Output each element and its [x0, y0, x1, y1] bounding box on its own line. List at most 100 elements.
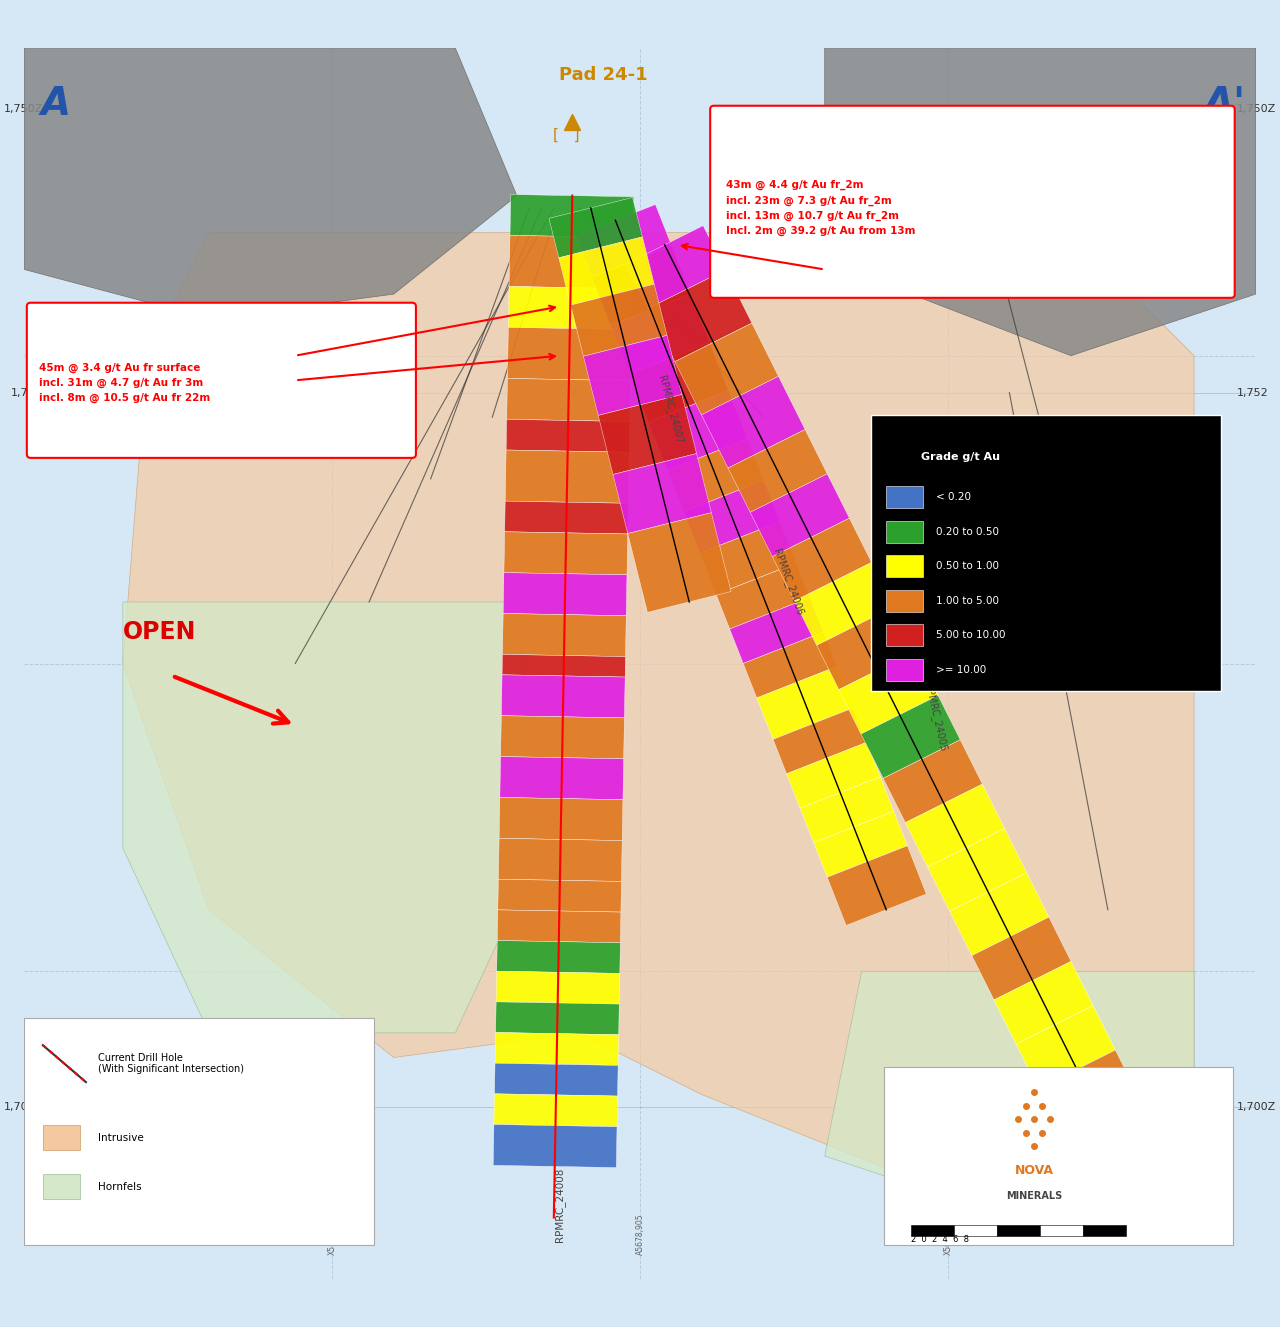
Polygon shape [630, 342, 728, 422]
Text: X556,705: X556,705 [328, 1218, 337, 1254]
Text: 1,750Z: 1,750Z [1238, 105, 1276, 114]
Text: 1,752: 1,752 [12, 387, 42, 398]
Polygon shape [503, 573, 627, 616]
Text: 1.00 to 5.00: 1.00 to 5.00 [936, 596, 998, 605]
Polygon shape [494, 1063, 618, 1096]
Polygon shape [549, 198, 643, 257]
Polygon shape [824, 971, 1194, 1218]
Polygon shape [627, 512, 731, 612]
Polygon shape [750, 474, 850, 557]
Polygon shape [497, 941, 621, 974]
Polygon shape [950, 873, 1048, 955]
Bar [911, 1225, 954, 1235]
Text: RPMRC_24006: RPMRC_24006 [771, 548, 805, 617]
FancyBboxPatch shape [710, 106, 1235, 297]
Polygon shape [123, 602, 541, 1032]
Polygon shape [504, 532, 627, 575]
Polygon shape [504, 502, 628, 533]
Text: 2  0  2  4  6  8: 2 0 2 4 6 8 [911, 1235, 969, 1245]
Text: Grade g/t Au: Grade g/t Au [920, 453, 1000, 462]
Polygon shape [507, 328, 631, 381]
Text: Current Drill Hole
(With Significant Intersection): Current Drill Hole (With Significant Int… [99, 1052, 244, 1075]
Polygon shape [611, 295, 709, 374]
Bar [42, 1125, 79, 1151]
Polygon shape [756, 666, 854, 739]
Text: Hornfels: Hornfels [99, 1182, 142, 1192]
FancyBboxPatch shape [24, 1018, 374, 1245]
Polygon shape [972, 917, 1071, 1001]
Polygon shape [508, 287, 632, 329]
Bar [886, 624, 923, 646]
Polygon shape [772, 518, 872, 601]
Polygon shape [493, 1124, 617, 1168]
Bar [1041, 1225, 1083, 1235]
Polygon shape [123, 232, 1194, 1218]
Text: 1,750Z: 1,750Z [4, 105, 42, 114]
Polygon shape [507, 378, 631, 422]
Text: 0.20 to 0.50: 0.20 to 0.50 [936, 527, 998, 536]
Polygon shape [716, 563, 810, 629]
Polygon shape [667, 439, 764, 512]
Bar [954, 1225, 997, 1235]
Bar [1083, 1225, 1126, 1235]
Polygon shape [503, 613, 626, 657]
Polygon shape [773, 707, 867, 774]
Polygon shape [559, 238, 654, 305]
Polygon shape [648, 269, 751, 362]
Polygon shape [613, 454, 712, 533]
Polygon shape [649, 390, 748, 471]
Text: A: A [40, 85, 70, 123]
Bar [886, 486, 923, 508]
Polygon shape [730, 597, 823, 664]
Text: OPEN: OPEN [123, 620, 196, 644]
Polygon shape [499, 798, 623, 840]
Polygon shape [495, 1032, 618, 1066]
Polygon shape [495, 1002, 620, 1035]
Text: RPMRC_24005: RPMRC_24005 [923, 682, 948, 752]
Text: 1,700Z: 1,700Z [1238, 1101, 1276, 1112]
Polygon shape [584, 336, 682, 415]
FancyBboxPatch shape [872, 415, 1221, 690]
Text: 1,700Z: 1,700Z [4, 1101, 42, 1112]
Polygon shape [824, 48, 1256, 356]
Polygon shape [675, 322, 778, 415]
Text: X501,675: X501,675 [943, 1218, 952, 1254]
Text: 0.50 to 1.00: 0.50 to 1.00 [936, 561, 998, 571]
Polygon shape [700, 522, 796, 594]
Bar [886, 589, 923, 612]
Text: Intrusive: Intrusive [99, 1132, 143, 1143]
Polygon shape [498, 880, 622, 912]
Text: A': A' [1204, 85, 1245, 123]
Polygon shape [500, 715, 625, 759]
Polygon shape [506, 419, 630, 453]
Text: A5678,905: A5678,905 [635, 1213, 645, 1254]
Polygon shape [928, 828, 1027, 912]
Bar [886, 555, 923, 577]
Polygon shape [905, 784, 1005, 867]
Polygon shape [497, 910, 621, 942]
Polygon shape [571, 284, 667, 356]
Text: 1,752: 1,752 [1238, 387, 1268, 398]
Polygon shape [795, 563, 893, 645]
Polygon shape [498, 839, 622, 881]
Polygon shape [838, 652, 938, 734]
Polygon shape [744, 632, 837, 698]
Bar [42, 1174, 79, 1200]
Polygon shape [814, 811, 908, 877]
FancyBboxPatch shape [27, 303, 416, 458]
Polygon shape [575, 204, 672, 277]
Text: 43m @ 4.4 g/t Au fr_2m
incl. 23m @ 7.3 g/t Au fr_2m
incl. 13m @ 10.7 g/t Au fr_2: 43m @ 4.4 g/t Au fr_2m incl. 23m @ 7.3 g… [726, 180, 915, 236]
Polygon shape [1016, 1006, 1115, 1088]
Polygon shape [861, 695, 960, 779]
Text: >= 10.00: >= 10.00 [936, 665, 986, 674]
Polygon shape [24, 48, 517, 318]
Text: < 0.20: < 0.20 [936, 492, 970, 503]
Text: RPMRC_24008: RPMRC_24008 [554, 1168, 566, 1242]
Bar [886, 658, 923, 681]
Polygon shape [817, 606, 916, 690]
Polygon shape [883, 739, 983, 823]
Polygon shape [728, 430, 827, 512]
Polygon shape [701, 377, 805, 468]
Text: [   ]: [ ] [553, 129, 580, 143]
Polygon shape [786, 742, 881, 808]
